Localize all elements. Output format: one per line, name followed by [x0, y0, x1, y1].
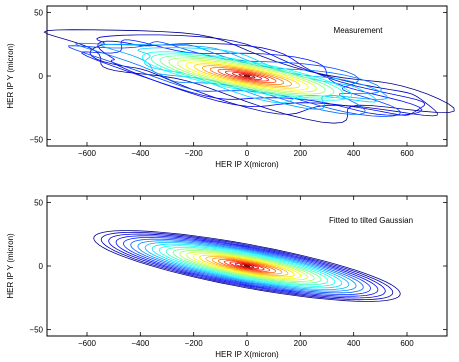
contour-line — [158, 245, 336, 287]
contour-line — [115, 235, 379, 297]
contour-line — [168, 57, 326, 95]
x-tick-label: −600 — [78, 339, 97, 348]
contour-line — [232, 72, 262, 80]
contour-line — [43, 29, 455, 124]
measurement-axes: −600 −400 −200 0 200 400 600 −50 0 50 — [29, 6, 447, 158]
fitted-panel: −600 −400 −200 0 200 400 600 −50 0 50 Fitted to t… — [6, 195, 448, 359]
fitted-y-axis-label: HER IP Y (micron) — [6, 233, 15, 299]
contour-line — [159, 55, 335, 97]
contour-line — [179, 250, 315, 282]
contour-line — [97, 40, 426, 116]
contour-line — [243, 75, 251, 77]
y-tick-label: 0 — [39, 262, 44, 271]
x-tick-label: 0 — [245, 149, 250, 158]
contour-line — [150, 53, 344, 99]
measurement-annotation: Measurement — [334, 26, 384, 35]
x-tick-label: 200 — [294, 339, 308, 348]
contour-line — [186, 251, 308, 281]
contour-line — [243, 265, 251, 267]
x-tick-label: −600 — [78, 149, 97, 158]
contour-line — [205, 256, 289, 276]
y-tick-label: 50 — [34, 198, 43, 207]
y-tick-label: −50 — [29, 136, 43, 145]
contour-line — [224, 70, 270, 82]
fitted-axes: −600 −400 −200 0 200 400 600 −50 0 50 — [29, 196, 447, 348]
contour-line — [67, 41, 402, 117]
y-tick-label: 50 — [34, 8, 43, 17]
contour-line — [192, 253, 302, 279]
contour-line — [141, 51, 353, 101]
x-tick-label: −400 — [131, 149, 150, 158]
contour-line — [144, 242, 350, 290]
contour-line — [151, 243, 343, 289]
x-tick-label: −200 — [185, 149, 204, 158]
contour-line — [122, 236, 372, 296]
contour-line — [81, 39, 423, 116]
contour-line — [130, 238, 364, 294]
contour-line — [193, 63, 301, 89]
contour-line — [165, 246, 329, 286]
contour-line — [100, 231, 394, 301]
measurement-y-axis-label: HER IP Y (micron) — [6, 43, 15, 109]
contour-line — [217, 259, 277, 273]
contour-line — [137, 240, 357, 292]
fitted-annotation: Fitted to tilted Gaussian — [329, 216, 413, 225]
y-tick-label: 0 — [39, 72, 44, 81]
contour-line — [199, 254, 295, 278]
x-tick-label: 0 — [245, 339, 250, 348]
fitted-contours — [93, 230, 401, 302]
measurement-panel: −600 −400 −200 0 200 400 600 −50 0 50 Measurement… — [6, 5, 455, 169]
contour-line — [201, 65, 293, 87]
contour-line — [93, 230, 401, 302]
contour-line — [209, 67, 285, 85]
contour-line — [172, 248, 322, 284]
contour-line — [211, 257, 283, 275]
x-tick-label: 400 — [347, 149, 361, 158]
contour-line — [234, 262, 260, 270]
x-tick-label: 400 — [347, 339, 361, 348]
measurement-contours — [43, 29, 455, 124]
x-tick-label: 600 — [400, 339, 414, 348]
contour-line — [108, 233, 386, 299]
contour-line — [223, 260, 271, 272]
x-tick-label: −400 — [131, 339, 150, 348]
contour-line — [185, 61, 309, 91]
x-tick-label: 200 — [294, 149, 308, 158]
contour-line — [238, 73, 256, 79]
contour-line — [176, 59, 318, 93]
contour-line — [217, 68, 277, 84]
y-tick-label: −50 — [29, 326, 43, 335]
contour-line — [229, 261, 265, 271]
measurement-x-axis-label: HER IP X(micron) — [215, 160, 279, 169]
x-tick-label: −200 — [185, 339, 204, 348]
x-tick-label: 600 — [400, 149, 414, 158]
fitted-x-axis-label: HER IP X(micron) — [215, 350, 279, 359]
contour-line — [239, 264, 255, 268]
contour-line — [74, 42, 382, 115]
